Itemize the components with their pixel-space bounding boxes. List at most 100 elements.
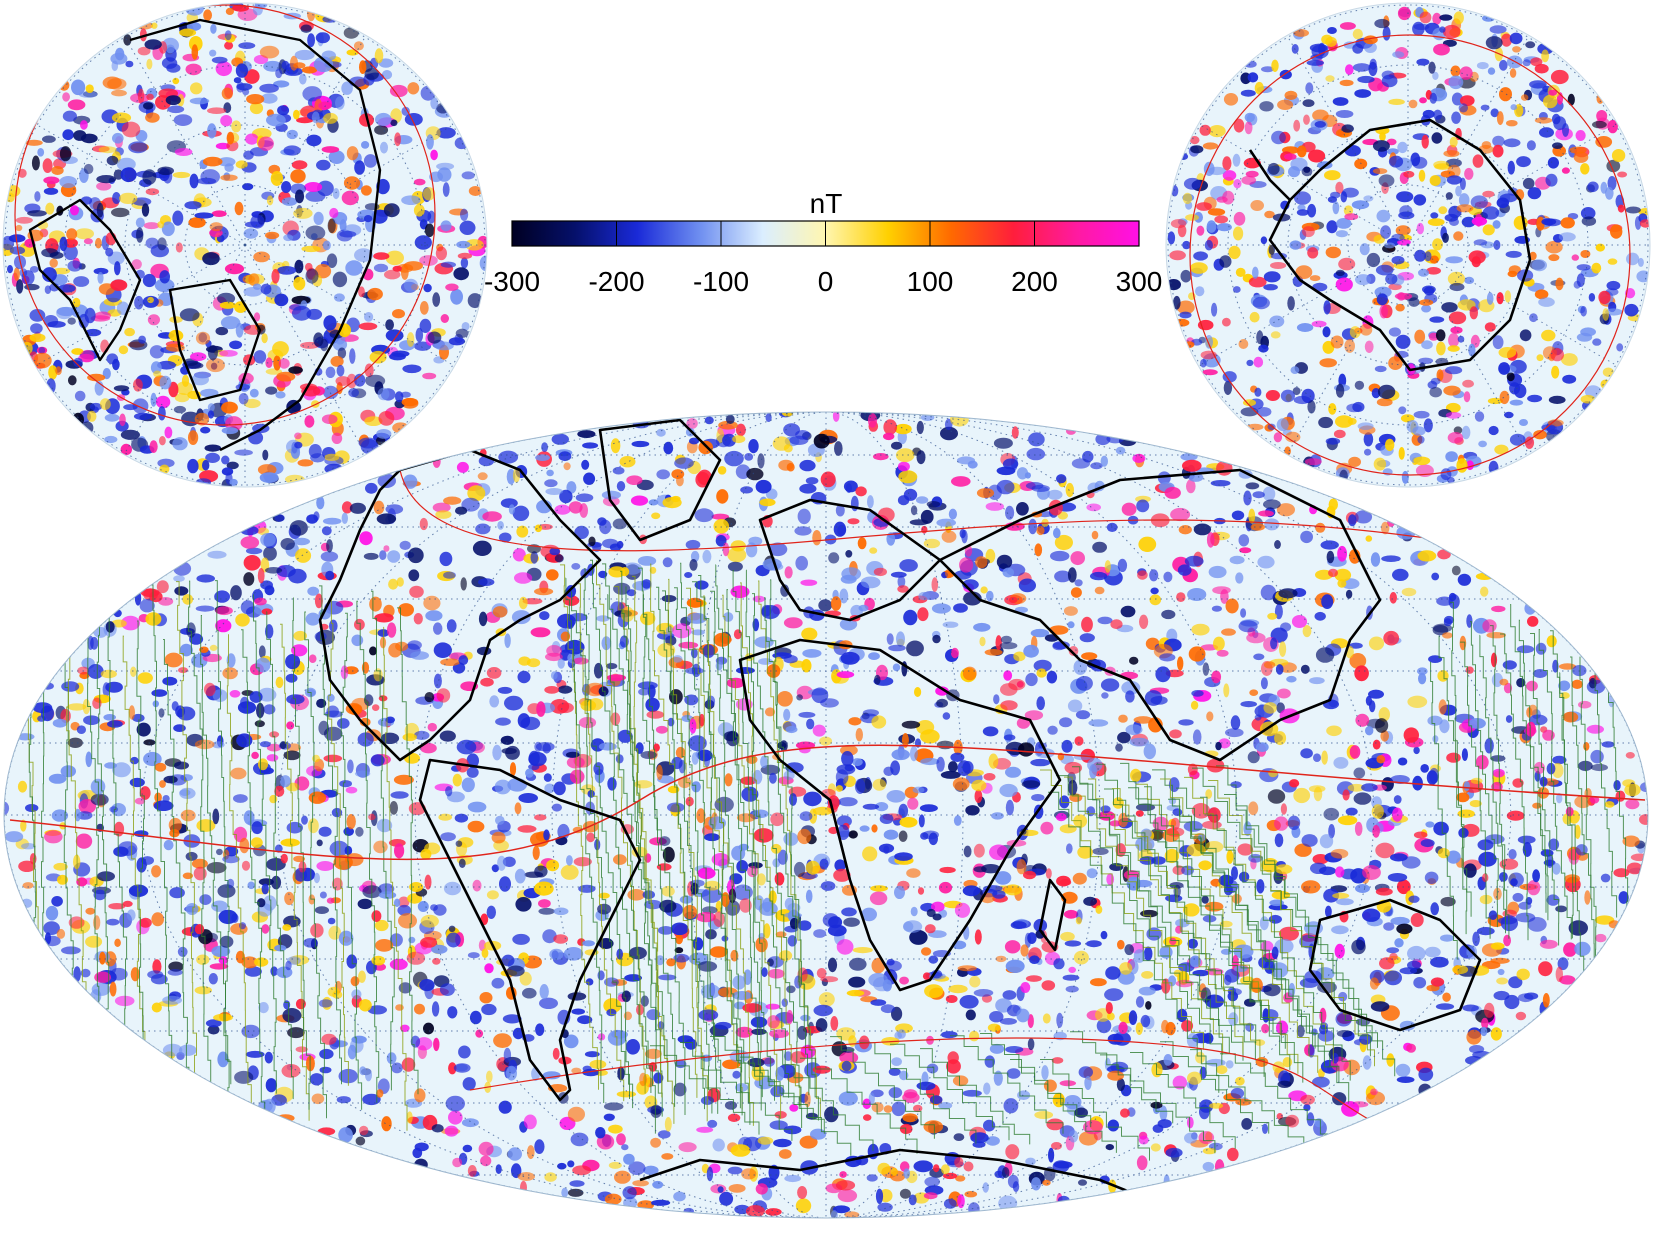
anomaly-blob [1335,230,1348,238]
anomaly-blob [637,556,657,566]
anomaly-blob [169,887,185,899]
anomaly-blob [1265,390,1280,401]
anomaly-blob [769,1029,789,1038]
anomaly-blob [974,789,983,803]
anomaly-blob [824,1106,839,1123]
anomaly-blob [448,1110,463,1125]
anomaly-blob [827,924,847,937]
anomaly-blob [883,829,899,840]
anomaly-blob [786,1009,794,1025]
anomaly-blob [741,786,759,802]
anomaly-blob [258,878,274,886]
anomaly-blob [243,228,259,239]
anomaly-blob [114,938,121,947]
anomaly-blob [762,897,772,913]
anomaly-blob [866,1174,878,1182]
anomaly-blob [335,376,351,386]
anomaly-blob [1307,400,1316,414]
anomaly-blob [1237,843,1254,856]
anomaly-blob [1230,1087,1245,1099]
anomaly-blob [436,688,451,703]
anomaly-blob [965,1009,976,1021]
anomaly-blob [171,701,179,711]
anomaly-blob [145,112,160,123]
anomaly-blob [1578,700,1592,709]
anomaly-blob [1292,387,1301,396]
anomaly-blob [691,752,699,765]
anomaly-blob [199,894,212,905]
anomaly-blob [777,691,793,707]
anomaly-blob [805,477,819,485]
anomaly-blob [575,493,594,503]
anomaly-blob [1368,636,1385,651]
anomaly-blob [1416,667,1428,675]
anomaly-blob [1388,98,1405,105]
anomaly-blob [1208,125,1226,138]
anomaly-blob [254,597,267,606]
anomaly-blob [219,350,238,357]
anomaly-blob [656,428,666,437]
anomaly-blob [443,881,462,896]
anomaly-blob [909,929,928,945]
anomaly-blob [1492,335,1504,350]
anomaly-blob [1063,909,1079,919]
anomaly-blob [286,129,298,140]
anomaly-blob [386,622,397,638]
anomaly-blob [810,1128,827,1140]
anomaly-blob [805,889,813,903]
anomaly-blob [1250,523,1266,531]
anomaly-blob [1090,571,1108,581]
anomaly-blob [1340,868,1358,880]
anomaly-blob [318,999,333,1008]
anomaly-blob [580,699,597,712]
anomaly-blob [462,1077,476,1091]
anomaly-blob [1542,729,1555,741]
anomaly-blob [379,636,387,649]
anomaly-blob [534,865,548,878]
anomaly-blob [1328,498,1339,511]
anomaly-blob [560,631,571,642]
anomaly-blob [1461,748,1468,761]
anomaly-blob [1379,957,1395,970]
south-polar-inset [1165,2,1651,488]
isochron-line [726,589,762,1111]
anomaly-blob [1524,436,1535,449]
anomaly-blob [316,496,325,510]
anomaly-blob [1186,1033,1199,1048]
anomaly-blob [1247,72,1259,83]
anomaly-blob [346,49,359,56]
anomaly-blob [492,744,502,761]
anomaly-blob [1433,43,1450,56]
anomaly-blob [339,780,352,788]
anomaly-blob [301,815,308,825]
anomaly-blob [1305,82,1314,94]
anomaly-blob [1499,872,1508,882]
anomaly-blob [1396,1076,1415,1083]
anomaly-blob [1359,243,1370,256]
anomaly-blob [130,756,139,765]
anomaly-blob [354,160,365,175]
anomaly-blob [1381,74,1398,88]
anomaly-blob [1289,779,1300,788]
anomaly-blob [1541,329,1556,342]
anomaly-blob [870,999,887,1006]
anomaly-blob [793,861,806,878]
anomaly-blob [1223,683,1230,698]
anomaly-blob [147,296,154,304]
anomaly-blob [597,903,612,915]
anomaly-blob [732,991,752,1000]
anomaly-blob [1413,194,1427,206]
polar-graticule-circle [124,124,366,366]
anomaly-blob [563,1034,579,1049]
anomaly-blob [1625,752,1635,759]
anomaly-blob [491,864,500,873]
anomaly-blob [247,881,255,890]
anomaly-blob [1267,612,1278,620]
anomaly-blob [323,754,343,763]
anomaly-blob [855,486,867,497]
anomaly-blob [404,113,423,126]
anomaly-blob [554,554,564,563]
anomaly-blob [1052,642,1066,651]
anomaly-blob [563,462,571,471]
anomaly-blob [440,314,449,323]
